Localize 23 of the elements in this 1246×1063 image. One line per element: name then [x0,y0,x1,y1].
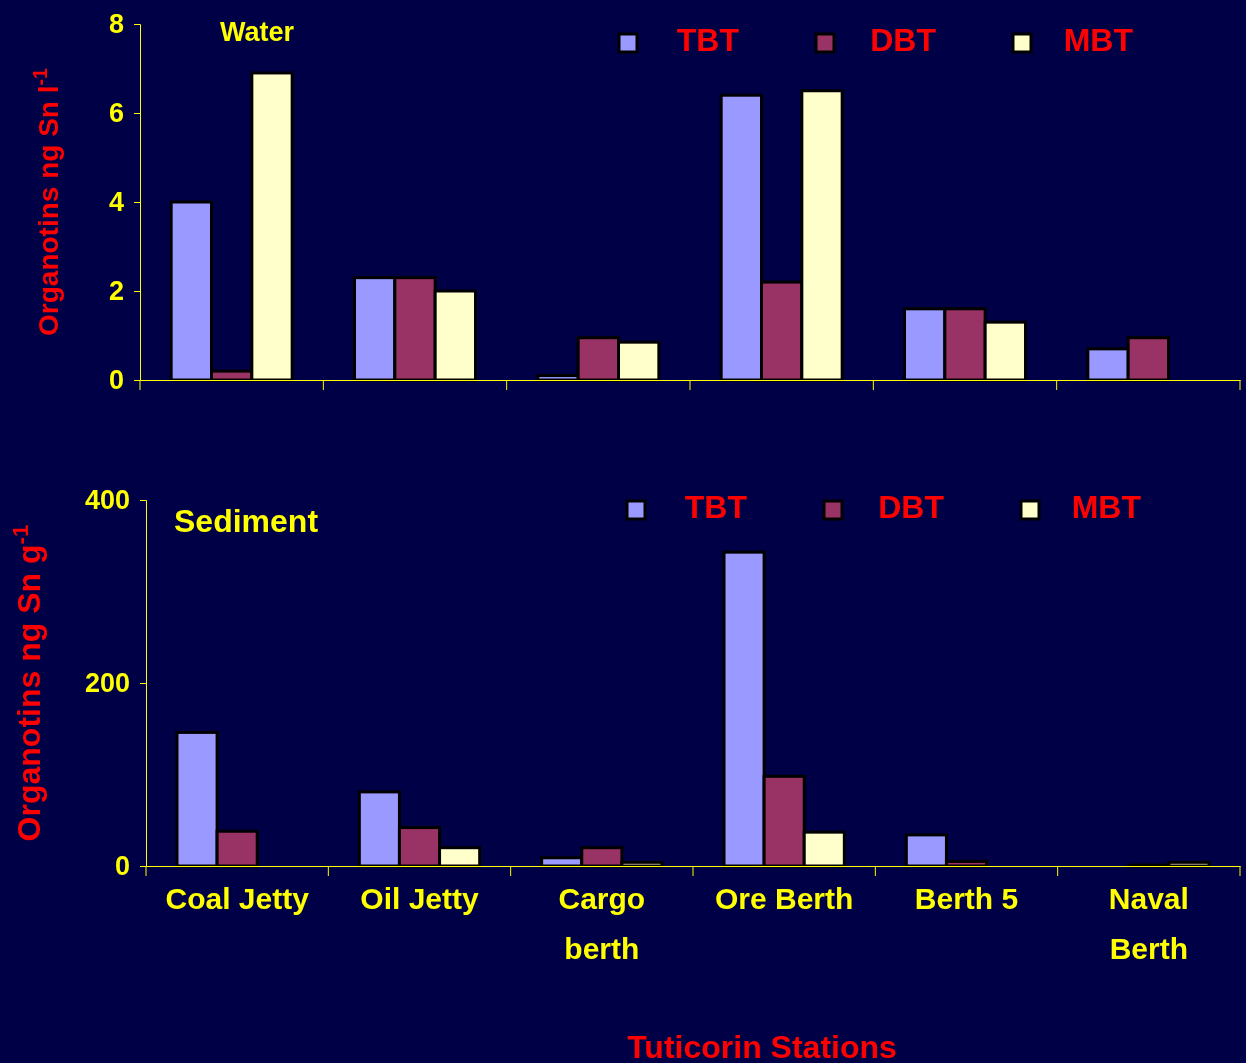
y-tick-label: 400 [84,485,130,516]
y-tick-label: 8 [108,9,124,40]
x-tick-label: Berth 5 [914,882,1019,916]
y-tick-label: 0 [108,365,124,396]
chart-title: Water [220,17,295,48]
legend-label: DBT [870,22,937,59]
x-tick-label: Ore Berth [714,882,854,916]
y-tick-label: 4 [108,187,124,218]
y-tick-label: 0 [114,851,130,882]
legend-label: MBT [1063,22,1134,59]
x-tick-label: Oil Jetty [360,882,479,916]
legend-label: TBT [676,22,740,59]
x-axis-title: Tuticorin Stations [627,1029,897,1063]
chart-title: Sediment [174,503,319,540]
legend-label: MBT [1071,489,1142,526]
legend-label: TBT [684,489,748,526]
y-tick-label: 6 [108,98,124,129]
x-tick-label: Naval Berth [1108,882,1189,965]
legend-label: DBT [878,489,945,526]
x-tick-label: Coal Jetty [165,882,310,916]
x-tick-label: Cargo berth [558,882,646,965]
y-tick-label: 200 [84,668,130,699]
y-tick-label: 2 [108,276,124,307]
